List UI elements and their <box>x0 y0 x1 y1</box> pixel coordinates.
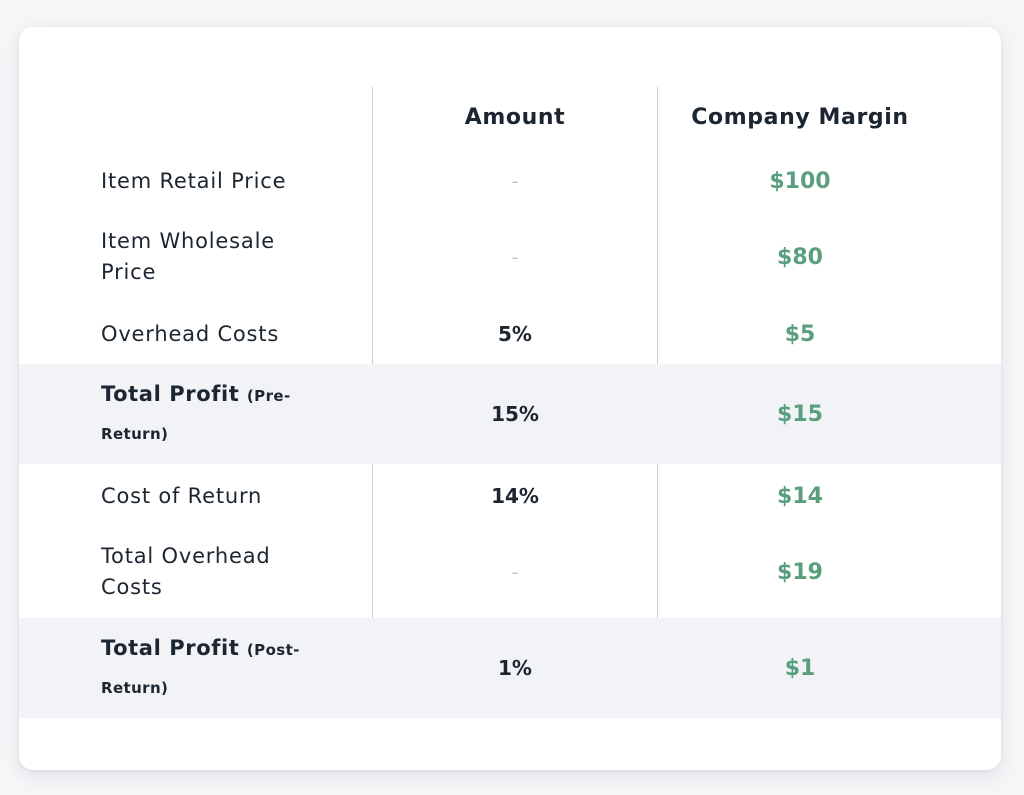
table-row-item-wholesale-price: Item Wholesale Price - $80 <box>19 224 1001 290</box>
row-label-text: Cost of Return <box>101 483 263 508</box>
row-label-text: Total Overhead Costs <box>101 544 271 599</box>
row-label-main: Total Profit <box>101 636 240 660</box>
header-company-margin: Company Margin <box>691 105 909 130</box>
table-row-cost-of-return: Cost of Return 14% $14 <box>19 473 1001 519</box>
table-row-total-profit-pre-return: Total Profit (Pre-Return) 15% $15 <box>19 364 1001 464</box>
row-label: Cost of Return <box>101 473 341 519</box>
row-label: Item Retail Price <box>101 158 341 204</box>
row-amount: 14% <box>491 484 539 508</box>
row-label: Overhead Costs <box>101 311 341 357</box>
header-amount: Amount <box>464 105 566 130</box>
row-amount: 5% <box>498 322 532 346</box>
table-row-total-overhead-costs: Total Overhead Costs - $19 <box>19 539 1001 605</box>
table-row-overhead-costs: Overhead Costs 5% $5 <box>19 311 1001 357</box>
row-margin: $14 <box>777 483 823 509</box>
row-margin: $100 <box>769 168 831 194</box>
row-label-suffix: (Pre-Return) <box>101 387 291 443</box>
row-label-text: Item Retail Price <box>101 168 287 193</box>
row-label-text: Total Profit (Post-Return) <box>101 630 311 706</box>
comparison-table-card: Amount Company Margin Item Retail Price … <box>19 27 1001 770</box>
row-label-text: Total Profit (Pre-Return) <box>101 376 311 452</box>
row-label-suffix: (Post-Return) <box>101 641 300 697</box>
table-row-item-retail-price: Item Retail Price - $100 <box>19 158 1001 204</box>
table-header-row: Amount Company Margin <box>19 94 1001 142</box>
row-margin: $80 <box>777 244 823 270</box>
row-amount: - <box>511 246 519 268</box>
table-row-total-profit-post-return: Total Profit (Post-Return) 1% $1 <box>19 618 1001 718</box>
row-amount: 1% <box>498 656 532 680</box>
row-margin: $5 <box>784 321 816 347</box>
row-margin: $15 <box>777 401 823 427</box>
row-label: Total Profit (Post-Return) <box>101 618 311 718</box>
row-margin: $19 <box>777 559 823 585</box>
row-label-text: Item Wholesale Price <box>101 229 275 284</box>
row-label: Total Profit (Pre-Return) <box>101 364 311 464</box>
row-margin: $1 <box>784 655 816 681</box>
row-label: Item Wholesale Price <box>101 224 311 290</box>
row-label-text: Overhead Costs <box>101 321 280 346</box>
row-amount: - <box>511 170 519 192</box>
row-amount: - <box>511 561 519 583</box>
row-label: Total Overhead Costs <box>101 539 311 605</box>
row-label-main: Total Profit <box>101 382 240 406</box>
row-amount: 15% <box>491 402 539 426</box>
